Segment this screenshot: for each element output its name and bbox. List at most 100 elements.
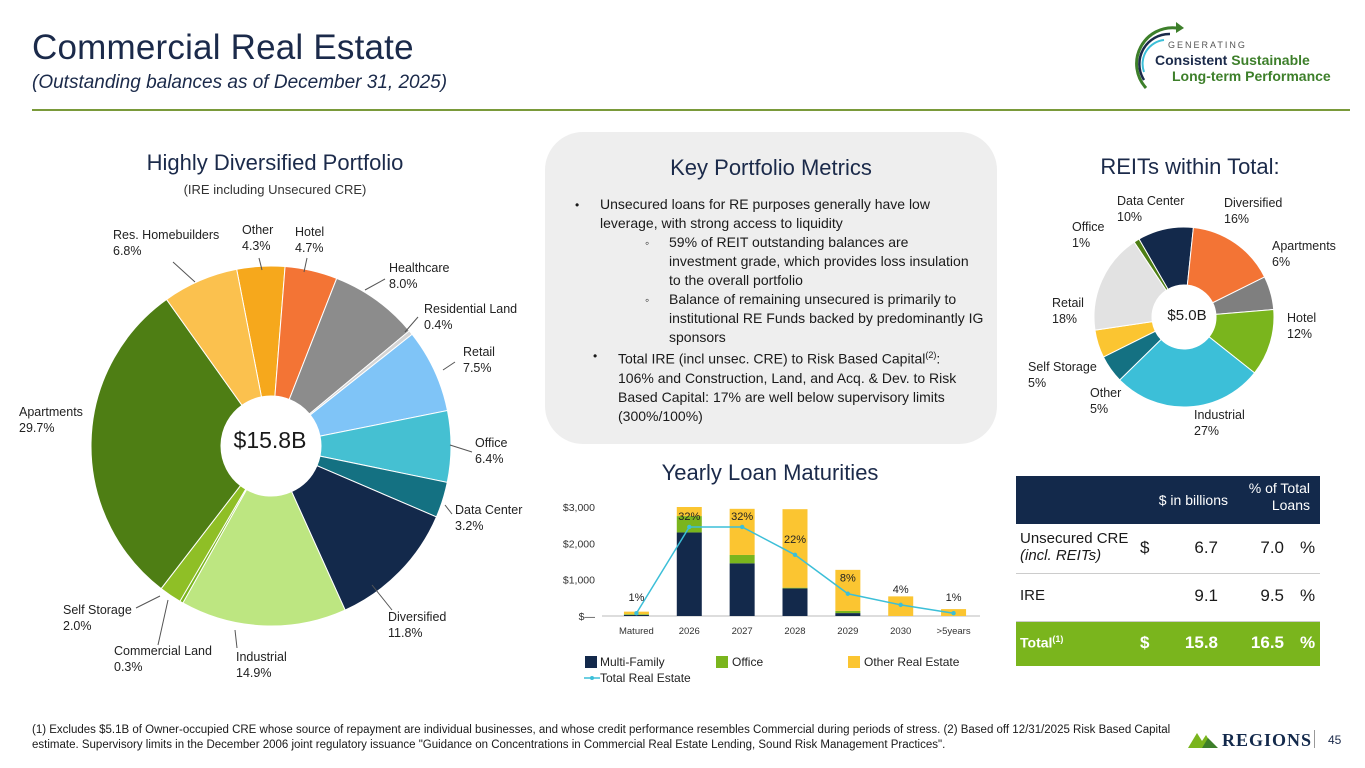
metric-bullet-2: Total IRE (incl unsec. CRE) to Risk Base…: [618, 350, 957, 424]
reit-slice-office: [1133, 238, 1169, 292]
row-value: 9.1: [1194, 586, 1218, 605]
bar-office: [782, 587, 808, 589]
reit-label-retail: Retail 18%: [1052, 296, 1084, 326]
portfolio-total: $15.8B: [233, 427, 307, 453]
line-data-label: 1%: [946, 592, 962, 604]
reit-label-self-storage: Self Storage 5%: [1028, 360, 1097, 390]
table-header: $ in billions % of Total Loans: [1016, 476, 1320, 524]
pie-label-commercial-land: Commercial Land 0.3%: [114, 644, 212, 674]
legend-multifamily: Multi-Family: [600, 655, 665, 669]
legend-swatch-multifamily: [585, 656, 597, 668]
line-point: [687, 524, 692, 530]
regions-logo-icon: [1188, 733, 1218, 748]
bar-other-real-estate: [835, 569, 861, 611]
pie-label-res-homebuilders: Res. Homebuilders 6.8%: [113, 228, 220, 258]
pie-label-other: Other 4.3%: [242, 223, 274, 253]
reit-label-data-center: Data Center 10%: [1117, 194, 1185, 224]
line-data-label: 32%: [731, 511, 753, 523]
table-col-dollars: $ in billions: [1158, 492, 1228, 508]
row-label: Unsecured CRE (incl. REITs): [1020, 530, 1129, 564]
bar-other-real-estate: [782, 509, 808, 588]
metrics-title: Key Portfolio Metrics: [670, 155, 872, 180]
total-pct-sign: %: [1300, 633, 1316, 652]
pie-label-self-storage: Self Storage 2.0%: [63, 603, 132, 633]
y-tick-label: $3,000: [563, 502, 595, 514]
reit-label-industrial: Industrial 27%: [1194, 408, 1245, 438]
reit-label-office: Office 1%: [1072, 220, 1105, 250]
x-tick-label: 2028: [784, 626, 805, 637]
portfolio-slice-res-homebuilders: [165, 268, 263, 406]
line-data-label: 8%: [840, 573, 856, 585]
pie-label-retail: Retail 7.5%: [463, 345, 495, 375]
portfolio-slice-industrial: [182, 488, 346, 627]
footer-divider: [1314, 730, 1315, 748]
reit-label-hotel: Hotel 12%: [1287, 311, 1317, 341]
reits-total: $5.0B: [1167, 307, 1207, 324]
portfolio-slice-diversified: [290, 465, 438, 611]
x-tick-label: 2029: [837, 626, 858, 637]
total-dollar-sign: $: [1140, 633, 1150, 652]
legend-line-icon: [584, 676, 600, 680]
page-number: 45: [1328, 733, 1342, 747]
reit-label-diversified: Diversified 16%: [1224, 196, 1283, 226]
y-tick-label: $—: [579, 611, 596, 623]
pie-label-apartments: Apartments 29.7%: [19, 405, 83, 435]
maturities-title: Yearly Loan Maturities: [661, 460, 879, 485]
row-label: IRE: [1020, 587, 1046, 604]
line-data-label: 1%: [628, 592, 644, 604]
line-point: [898, 602, 903, 608]
table-row: IRE 9.1 9.5 %: [1016, 574, 1320, 622]
logo-arc-icon: [1135, 22, 1184, 90]
x-tick-label: 2030: [890, 626, 911, 637]
y-tick-label: $1,000: [563, 575, 595, 587]
portfolio-subtitle: (IRE including Unsecured CRE): [183, 182, 367, 197]
reits-title: REITs within Total:: [1100, 154, 1280, 179]
bar-office: [676, 516, 702, 533]
line-point: [951, 611, 956, 616]
bar-other-real-estate: [676, 507, 702, 517]
logo-text-performance: Long-term Performance: [1172, 68, 1331, 84]
line-data-label: 22%: [784, 534, 806, 546]
metric-bullet-1: Unsecured loans for RE purposes generall…: [600, 196, 930, 231]
metric-sub-bullet-2: Balance of remaining unsecured is primar…: [669, 291, 984, 345]
line-point: [634, 611, 639, 616]
bar-multi-family: [835, 613, 861, 616]
loans-table: $ in billions % of Total Loans Unsecured…: [1016, 476, 1320, 666]
bar-multi-family: [782, 588, 808, 616]
line-data-label: 32%: [678, 511, 700, 523]
x-tick-label: 2027: [732, 626, 753, 637]
maturities-chart: $— $1,000 $2,000 $3,000 Matured 2026 2027 2028 2…: [563, 502, 980, 637]
pie-label-hotel: Hotel 4.7%: [295, 225, 325, 255]
pie-label-residential-land: Residential Land 0.4%: [424, 302, 518, 332]
footnote: (1) Excludes $5.1B of Owner-occupied CRE…: [32, 724, 1171, 751]
reit-slice-retail: [1093, 241, 1167, 331]
row-dollar-sign: $: [1140, 538, 1150, 557]
total-value: 15.8: [1184, 633, 1218, 652]
sub-bullet-icon: ◦: [645, 293, 650, 307]
reit-slice-diversified: [1186, 226, 1266, 304]
pie-label-diversified: Diversified 11.8%: [388, 610, 447, 640]
legend-office: Office: [732, 655, 764, 669]
brand-name: REGIONS: [1222, 730, 1313, 750]
row-pct-sign: %: [1300, 586, 1316, 605]
bar-multi-family: [729, 563, 755, 616]
total-label: Total(1): [1020, 634, 1064, 651]
portfolio-slice-apartments: [90, 298, 243, 590]
logo-text-consistent: Consistent Sustainable: [1155, 52, 1310, 68]
x-tick-label: 2026: [679, 626, 700, 637]
page-subtitle: (Outstanding balances as of December 31,…: [32, 72, 448, 93]
reit-slice-industrial: [1118, 336, 1256, 408]
row-pct-sign: %: [1300, 538, 1316, 557]
line-data-label: 4%: [893, 584, 909, 596]
bullet-icon: •: [575, 198, 580, 212]
page-title: Commercial Real Estate: [32, 28, 414, 67]
row-pct: 7.0: [1260, 538, 1284, 557]
table-row: Unsecured CRE (incl. REITs) $ 6.7 7.0 %: [1016, 524, 1320, 574]
bullet-icon: •: [593, 349, 598, 363]
bar-office: [729, 554, 755, 564]
bar-multi-family: [676, 532, 702, 616]
portfolio-title: Highly Diversified Portfolio: [146, 150, 404, 175]
reit-label-apartments: Apartments 6%: [1272, 239, 1336, 269]
logo-text-generating: GENERATING: [1168, 40, 1247, 50]
